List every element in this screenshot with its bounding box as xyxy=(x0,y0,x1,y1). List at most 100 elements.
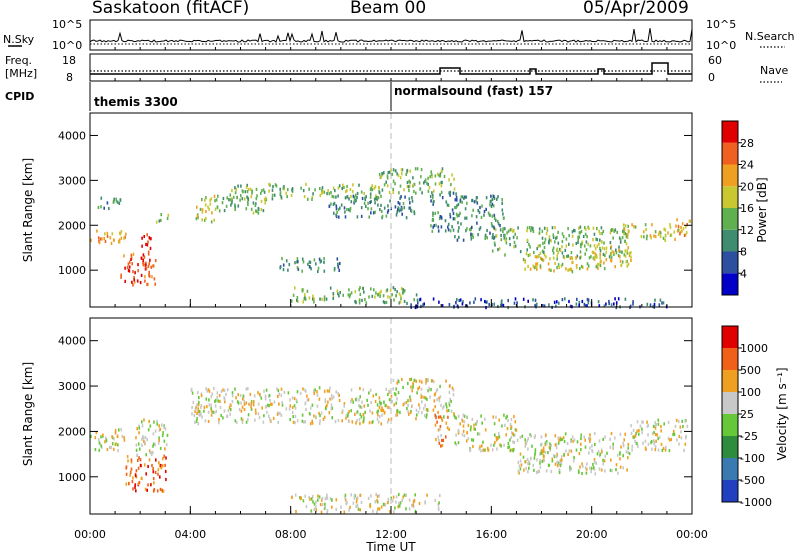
velocity-echo-cell xyxy=(394,393,397,397)
velocity-echo-cell xyxy=(462,424,465,428)
power-echo-cell xyxy=(474,297,477,301)
power-echo-cell xyxy=(662,301,665,305)
power-echo-cell xyxy=(347,208,350,212)
power-echo-cell xyxy=(588,226,590,231)
power-echo-cell xyxy=(447,203,450,207)
velocity-echo-cell xyxy=(347,414,349,418)
velocity-echo-cell xyxy=(292,415,294,419)
velocity-echo-cell xyxy=(141,424,144,428)
power-echo-cell xyxy=(447,222,450,226)
velocity-echo-cell xyxy=(534,453,536,457)
velocity-echo-cell xyxy=(448,384,451,388)
power-echo-cell xyxy=(108,206,110,211)
power-echo-cell xyxy=(132,270,134,274)
power-echo-cell xyxy=(119,232,122,236)
velocity-echo-cell xyxy=(135,448,138,452)
velocity-echo-cell xyxy=(343,404,345,408)
velocity-echo-cell xyxy=(378,396,381,400)
power-echo-cell xyxy=(492,233,494,237)
power-echo-cell xyxy=(147,250,150,254)
power-echo-cell xyxy=(525,252,528,256)
velocity-echo-cell xyxy=(567,452,569,456)
x-tick-label: 08:00 xyxy=(275,528,307,541)
velocity-echo-cell xyxy=(499,443,501,447)
power-echo-cell xyxy=(151,275,153,279)
velocity-echo-cell xyxy=(598,467,601,471)
velocity-echo-cell xyxy=(491,448,494,452)
power-echo-cell xyxy=(280,195,282,199)
velocity-echo-cell xyxy=(289,404,292,408)
power-echo-cell xyxy=(674,237,676,241)
velocity-echo-cell xyxy=(294,421,296,425)
velocity-echo-cell xyxy=(210,413,213,417)
power-echo-cell xyxy=(553,300,556,304)
power-echo-cell xyxy=(147,252,150,256)
power-echo-cell xyxy=(466,201,468,205)
power-echo-cell xyxy=(209,198,211,202)
velocity-echo-cell xyxy=(662,446,665,451)
velocity-echo-cell xyxy=(391,499,394,503)
velocity-echo-cell xyxy=(355,421,357,425)
power-echo-cell xyxy=(490,222,493,226)
velocity-echo-cell xyxy=(396,397,398,401)
power-echo-cell xyxy=(577,235,579,239)
power-echo-cell xyxy=(632,300,634,304)
power-echo-cell xyxy=(431,218,434,222)
velocity-echo-cell xyxy=(533,456,536,460)
power-echo-cell xyxy=(370,186,372,190)
velocity-echo-cell xyxy=(524,438,526,442)
power-echo-cell xyxy=(569,304,572,308)
velocity-echo-cell xyxy=(591,449,594,454)
power-echo-cell xyxy=(459,211,461,215)
power-echo-cell xyxy=(118,240,121,244)
velocity-echo-cell xyxy=(458,429,460,433)
power-echo-cell xyxy=(516,304,518,308)
power-echo-cell xyxy=(608,299,610,304)
velocity-echo-cell xyxy=(311,494,314,499)
power-echo-cell xyxy=(434,182,437,186)
velocity-echo-cell xyxy=(651,447,653,451)
power-echo-cell xyxy=(144,279,146,283)
power-echo-cell xyxy=(478,210,481,214)
power-echo-cell xyxy=(539,266,542,270)
velocity-echo-cell xyxy=(273,400,276,404)
velocity-echo-cell xyxy=(104,436,107,440)
power-echo-cell xyxy=(365,204,367,208)
velocity-echo-cell xyxy=(148,458,151,462)
velocity-echo-cell xyxy=(564,432,567,436)
power-echo-cell xyxy=(557,250,560,255)
velocity-echo-cell xyxy=(428,388,430,392)
power-colorbar-tick-label: 4 xyxy=(740,267,747,280)
power-echo-cell xyxy=(371,294,374,298)
velocity-echo-cell xyxy=(445,402,447,406)
power-echo-cell xyxy=(519,250,522,254)
power-echo-cell xyxy=(394,182,396,186)
power-colorbar-segment xyxy=(722,186,738,208)
velocity-echo-cell xyxy=(261,406,263,410)
power-echo-cell xyxy=(445,200,448,204)
velocity-echo-cell xyxy=(650,441,652,445)
power-echo-cell xyxy=(398,292,401,296)
velocity-echo-cell xyxy=(634,439,636,443)
velocity-echo-cell xyxy=(624,432,626,436)
power-echo-cell xyxy=(441,304,444,308)
power-echo-cell xyxy=(426,181,428,185)
power-echo-cell xyxy=(498,247,501,251)
velocity-echo-cell xyxy=(162,457,164,461)
power-echo-cell xyxy=(680,225,682,230)
velocity-echo-cell xyxy=(578,451,581,456)
velocity-echo-cell xyxy=(519,459,522,463)
velocity-echo-cell xyxy=(391,399,393,404)
power-echo-cell xyxy=(531,227,534,231)
velocity-echo-cell xyxy=(534,451,537,455)
velocity-echo-cell xyxy=(603,459,606,463)
power-echo-cell xyxy=(454,205,456,210)
velocity-echo-cell xyxy=(427,379,429,383)
velocity-echo-cell xyxy=(377,420,380,424)
power-echo-cell xyxy=(605,250,608,254)
power-echo-cell xyxy=(429,194,432,199)
power-echo-cell xyxy=(127,268,130,272)
power-echo-cell xyxy=(453,304,455,308)
velocity-ylabel: Slant Range [km] xyxy=(21,362,35,466)
velocity-echo-cell xyxy=(572,459,575,463)
